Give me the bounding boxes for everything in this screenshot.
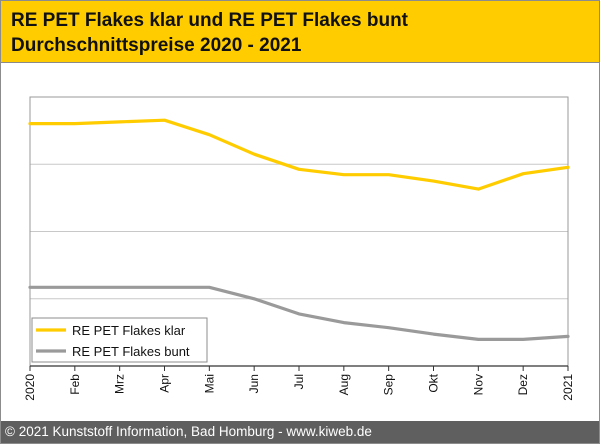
series-layer — [28, 118, 570, 341]
x-tick-label: Okt — [427, 373, 441, 392]
x-tick-label: 2021 — [561, 374, 575, 401]
axis-layer — [29, 96, 569, 371]
x-tick-label: Feb — [68, 374, 82, 395]
chart-title-line-2: Durchschnittspreise 2020 - 2021 — [11, 35, 302, 56]
x-tick-label: Mai — [202, 374, 216, 393]
legend-label: RE PET Flakes bunt — [72, 344, 190, 359]
x-tick-label: Jul — [292, 374, 306, 389]
series-line-bunt — [28, 285, 570, 341]
legend-box — [31, 317, 208, 363]
footer-bar: © 2021 Kunststoff Information, Bad Hombu… — [1, 421, 599, 443]
line-chart: 2020 Feb Mrz Apr Mai Jun Jul Aug Sep Okt Nov Dez 202… — [23, 96, 575, 401]
x-tick-label: Apr — [158, 374, 172, 393]
grid-layer — [30, 163, 568, 300]
x-tick-label: Jun — [247, 374, 261, 393]
series-line-klar — [28, 118, 570, 191]
x-tick-labels: 2020 Feb Mrz Apr Mai Jun Jul Aug Sep Okt Nov Dez 202… — [23, 373, 575, 400]
x-tick-label: 2020 — [23, 374, 37, 401]
x-tick-label: Aug — [337, 374, 351, 395]
chart-title-line-1: RE PET Flakes klar und RE PET Flakes bun… — [11, 10, 408, 31]
x-tick-label: Sep — [382, 374, 396, 396]
legend-label: RE PET Flakes klar — [72, 323, 186, 338]
chart-header: RE PET Flakes klar und RE PET Flakes bun… — [1, 1, 599, 63]
x-tick-label: Nov — [471, 374, 485, 395]
x-tick-label: Dez — [516, 374, 530, 395]
copyright-text: © 2021 Kunststoff Information, Bad Hombu… — [5, 424, 372, 439]
x-tick-label: Mrz — [113, 374, 127, 394]
plot-border — [29, 96, 569, 366]
legend: RE PET Flakes klar RE PET Flakes bunt — [31, 317, 208, 363]
